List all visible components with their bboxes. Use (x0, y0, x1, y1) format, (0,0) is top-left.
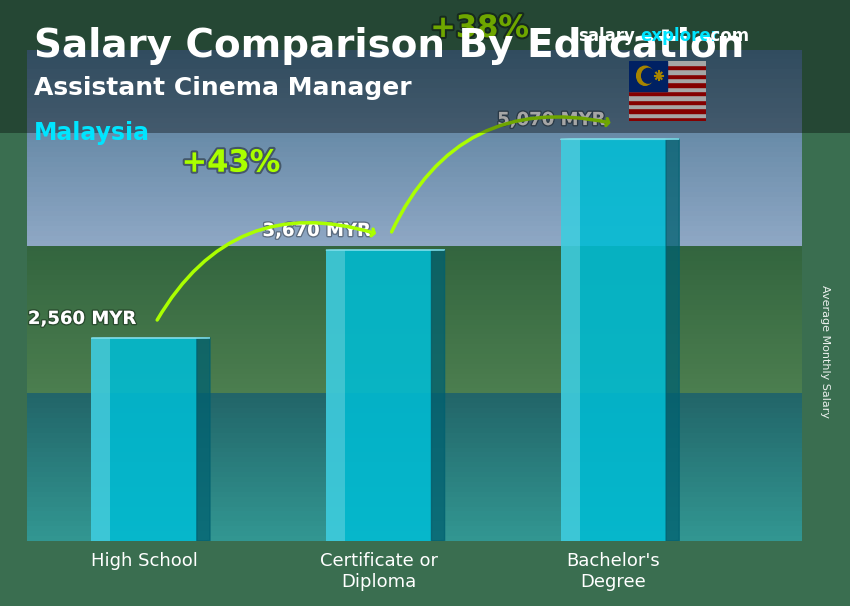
Text: Malaysia: Malaysia (34, 121, 150, 145)
Polygon shape (432, 250, 445, 541)
Text: +38%: +38% (430, 14, 529, 43)
Text: Assistant Cinema Manager: Assistant Cinema Manager (34, 76, 411, 100)
Bar (629, 91, 706, 95)
Text: 2,560 MYR: 2,560 MYR (28, 310, 136, 328)
Bar (560, 139, 666, 541)
Bar (629, 99, 706, 104)
Bar (560, 139, 580, 541)
Bar (629, 95, 706, 99)
Bar (629, 65, 706, 69)
Bar (629, 73, 706, 78)
Bar (326, 541, 432, 585)
Bar (629, 82, 706, 87)
Text: 3,670 MYR: 3,670 MYR (263, 222, 371, 240)
Bar (629, 104, 706, 108)
Bar (629, 78, 706, 82)
Bar (629, 61, 706, 65)
Bar (629, 113, 706, 117)
Bar (629, 69, 706, 73)
Bar (629, 61, 667, 91)
Text: +43%: +43% (182, 148, 280, 178)
Bar (91, 541, 197, 571)
Bar (629, 108, 706, 113)
Bar (560, 541, 666, 601)
Bar (629, 117, 706, 121)
Text: explorer: explorer (640, 27, 719, 45)
Bar (91, 338, 197, 541)
Text: Average Monthly Salary: Average Monthly Salary (819, 285, 830, 418)
Circle shape (642, 68, 654, 83)
Text: 5,070 MYR: 5,070 MYR (497, 111, 605, 129)
Circle shape (637, 66, 654, 85)
Bar (326, 250, 345, 541)
Bar (629, 87, 706, 91)
Bar (91, 338, 110, 541)
Polygon shape (197, 338, 210, 541)
Bar (326, 250, 432, 541)
Text: Salary Comparison By Education: Salary Comparison By Education (34, 27, 745, 65)
Text: .com: .com (705, 27, 750, 45)
Text: salary: salary (578, 27, 635, 45)
Polygon shape (666, 139, 679, 541)
